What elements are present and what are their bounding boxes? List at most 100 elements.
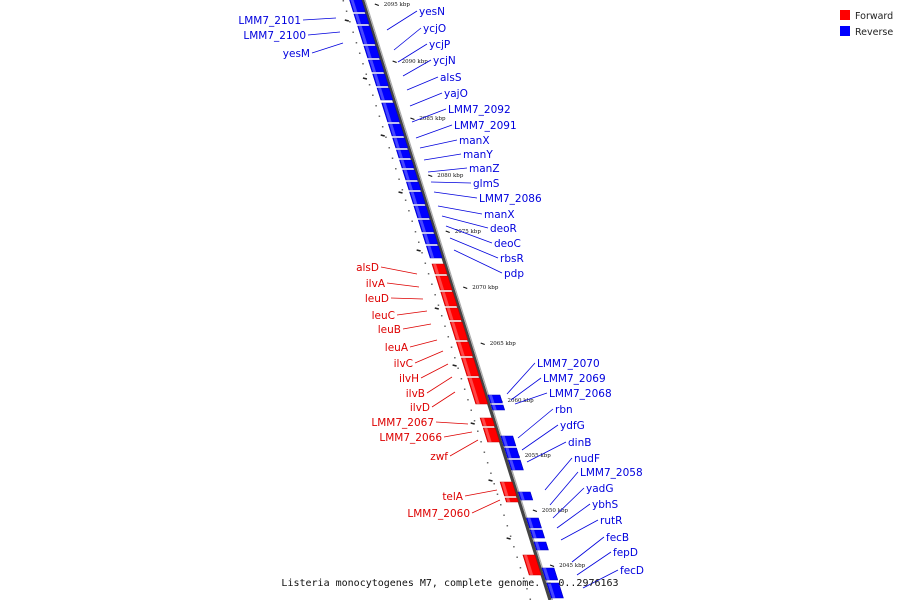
gene-label[interactable]: LMM7_2066 [379,432,442,444]
gene-label[interactable]: yesN [419,6,445,18]
gene-label[interactable]: leuA [385,342,409,354]
reverse-gene-block[interactable] [525,517,542,529]
label-leader-line [409,92,443,107]
gene-label[interactable]: LMM7_2092 [448,104,511,116]
gene-label[interactable]: fepD [613,547,638,559]
gene-label[interactable]: ilvB [406,388,425,400]
reverse-gene-block[interactable] [500,435,517,447]
gene-label[interactable]: manX [484,209,515,221]
gene-label[interactable]: deoR [490,223,517,235]
gene-label[interactable]: nudF [574,453,600,465]
forward-gene-block[interactable] [440,291,458,307]
reverse-gene-block[interactable] [367,59,385,73]
forward-gene-block[interactable] [482,427,501,443]
gene-label[interactable]: ycjP [429,39,450,51]
forward-gene-block[interactable] [460,357,480,377]
gene-label[interactable]: LMM7_2091 [454,120,517,132]
gene-label[interactable]: ycjO [423,23,446,35]
minor-tick [398,191,403,194]
forward-gene-block[interactable] [445,307,462,321]
reverse-gene-block[interactable] [353,13,370,25]
reverse-gene-block[interactable] [426,245,443,259]
reverse-gene-block[interactable] [392,137,409,149]
forward-gene-block[interactable] [479,417,496,427]
reverse-gene-block[interactable] [422,233,439,245]
reverse-gene-block[interactable] [413,205,431,219]
reverse-gene-block[interactable] [381,102,401,123]
gene-label[interactable]: alsS [440,72,462,84]
gene-label[interactable]: ybhS [592,499,619,511]
gene-label[interactable]: zwf [430,451,448,463]
gene-label[interactable]: pdp [504,268,524,280]
forward-gene-block[interactable] [499,481,517,497]
forward-gene-block[interactable] [504,497,519,503]
gene-label[interactable]: yadG [586,483,613,495]
gene-label[interactable]: ilvH [399,373,419,385]
gene-features[interactable] [348,0,564,599]
reverse-gene-block[interactable] [406,181,422,191]
gene-label[interactable]: LMM7_2100 [243,30,306,42]
gene-label[interactable]: deoC [494,238,521,250]
gene-label[interactable]: LMM7_2101 [238,15,301,27]
gene-label[interactable]: manZ [469,163,500,175]
gene-label[interactable]: fecD [620,565,644,577]
gene-label[interactable]: ilvA [366,278,386,290]
gene-label[interactable]: leuB [378,324,401,336]
gene-label[interactable]: yesM [283,48,310,60]
reverse-gene-block[interactable] [487,394,503,404]
reverse-gene-block[interactable] [402,169,419,181]
reverse-gene-block[interactable] [517,491,534,501]
reverse-gene-block[interactable] [387,123,405,137]
gene-label[interactable]: LMM7_2070 [537,358,600,370]
gene-label[interactable]: ilvD [410,402,430,414]
reverse-gene-block[interactable] [541,567,559,581]
gene-label[interactable]: ydfG [560,420,585,432]
gene-label[interactable]: telA [442,491,463,503]
forward-gene-block[interactable] [455,341,474,357]
forward-gene-block[interactable] [435,275,453,291]
guide-dot [480,441,482,443]
gene-label[interactable]: LMM7_2069 [543,373,606,385]
reverse-gene-block[interactable] [396,149,412,159]
gene-label[interactable]: rutR [600,515,622,527]
reverse-gene-block[interactable] [372,73,389,87]
reverse-gene-block[interactable] [357,25,376,45]
forward-gene-block[interactable] [431,263,448,275]
gene-label[interactable]: rbsR [500,253,524,265]
reverse-gene-block[interactable] [490,404,506,411]
gene-label[interactable]: LMM7_2086 [479,193,542,205]
gene-label[interactable]: ilvC [394,358,413,370]
reverse-gene-block[interactable] [348,0,366,13]
gene-label[interactable]: leuD [365,293,389,305]
reverse-gene-block[interactable] [376,87,394,101]
gene-label[interactable]: glmS [473,178,500,190]
forward-gene-block[interactable] [522,554,542,576]
gene-label[interactable]: ycjN [433,55,456,67]
gene-label[interactable]: alsD [356,262,379,274]
label-leader-line [419,139,458,149]
reverse-gene-block[interactable] [533,541,549,551]
reverse-gene-block[interactable] [409,191,426,205]
gene-label[interactable]: leuC [372,310,395,322]
gene-label[interactable]: LMM7_2068 [549,388,612,400]
reverse-gene-block[interactable] [507,459,524,471]
gene-label[interactable]: rbn [555,404,573,416]
gene-labels[interactable]: LMM7_2101 LMM7_2100 yesM yesN ycjO ycjP ycjN al… [238,6,644,577]
reverse-gene-block[interactable] [399,159,415,169]
reverse-gene-block[interactable] [546,582,564,599]
reverse-gene-block[interactable] [363,45,381,59]
reverse-gene-block[interactable] [529,529,546,539]
gene-label[interactable]: LMM7_2060 [407,508,470,520]
reverse-gene-block[interactable] [417,219,435,233]
forward-gene-block[interactable] [449,321,469,341]
forward-gene-block[interactable] [467,377,489,405]
gene-label[interactable]: LMM7_2058 [580,467,643,479]
gene-label[interactable]: manX [459,135,490,147]
gene-label[interactable]: yajO [444,88,468,100]
gene-label[interactable]: LMM7_2067 [371,417,434,429]
gene-label[interactable]: dinB [568,437,591,449]
gene-label[interactable]: manY [463,149,493,161]
reverse-gene-block[interactable] [504,447,521,459]
gene-label[interactable]: fecB [606,532,629,544]
